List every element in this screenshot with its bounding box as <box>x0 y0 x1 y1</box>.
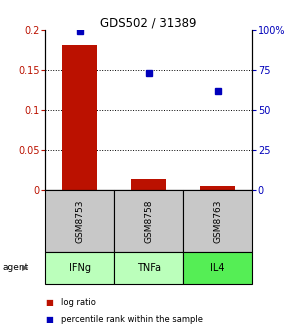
Title: GDS502 / 31389: GDS502 / 31389 <box>100 16 197 29</box>
Text: percentile rank within the sample: percentile rank within the sample <box>61 315 203 324</box>
Text: GSM8758: GSM8758 <box>144 199 153 243</box>
Text: TNFa: TNFa <box>137 263 161 273</box>
Text: log ratio: log ratio <box>61 298 96 307</box>
Text: IFNg: IFNg <box>68 263 90 273</box>
Text: agent: agent <box>3 263 29 272</box>
Bar <box>62 45 97 190</box>
Bar <box>200 186 235 190</box>
Text: GSM8763: GSM8763 <box>213 199 222 243</box>
Bar <box>131 179 166 190</box>
Text: GSM8753: GSM8753 <box>75 199 84 243</box>
Text: IL4: IL4 <box>211 263 225 273</box>
Text: ■: ■ <box>45 298 53 307</box>
Text: ■: ■ <box>45 315 53 324</box>
Text: ▶: ▶ <box>22 263 28 272</box>
